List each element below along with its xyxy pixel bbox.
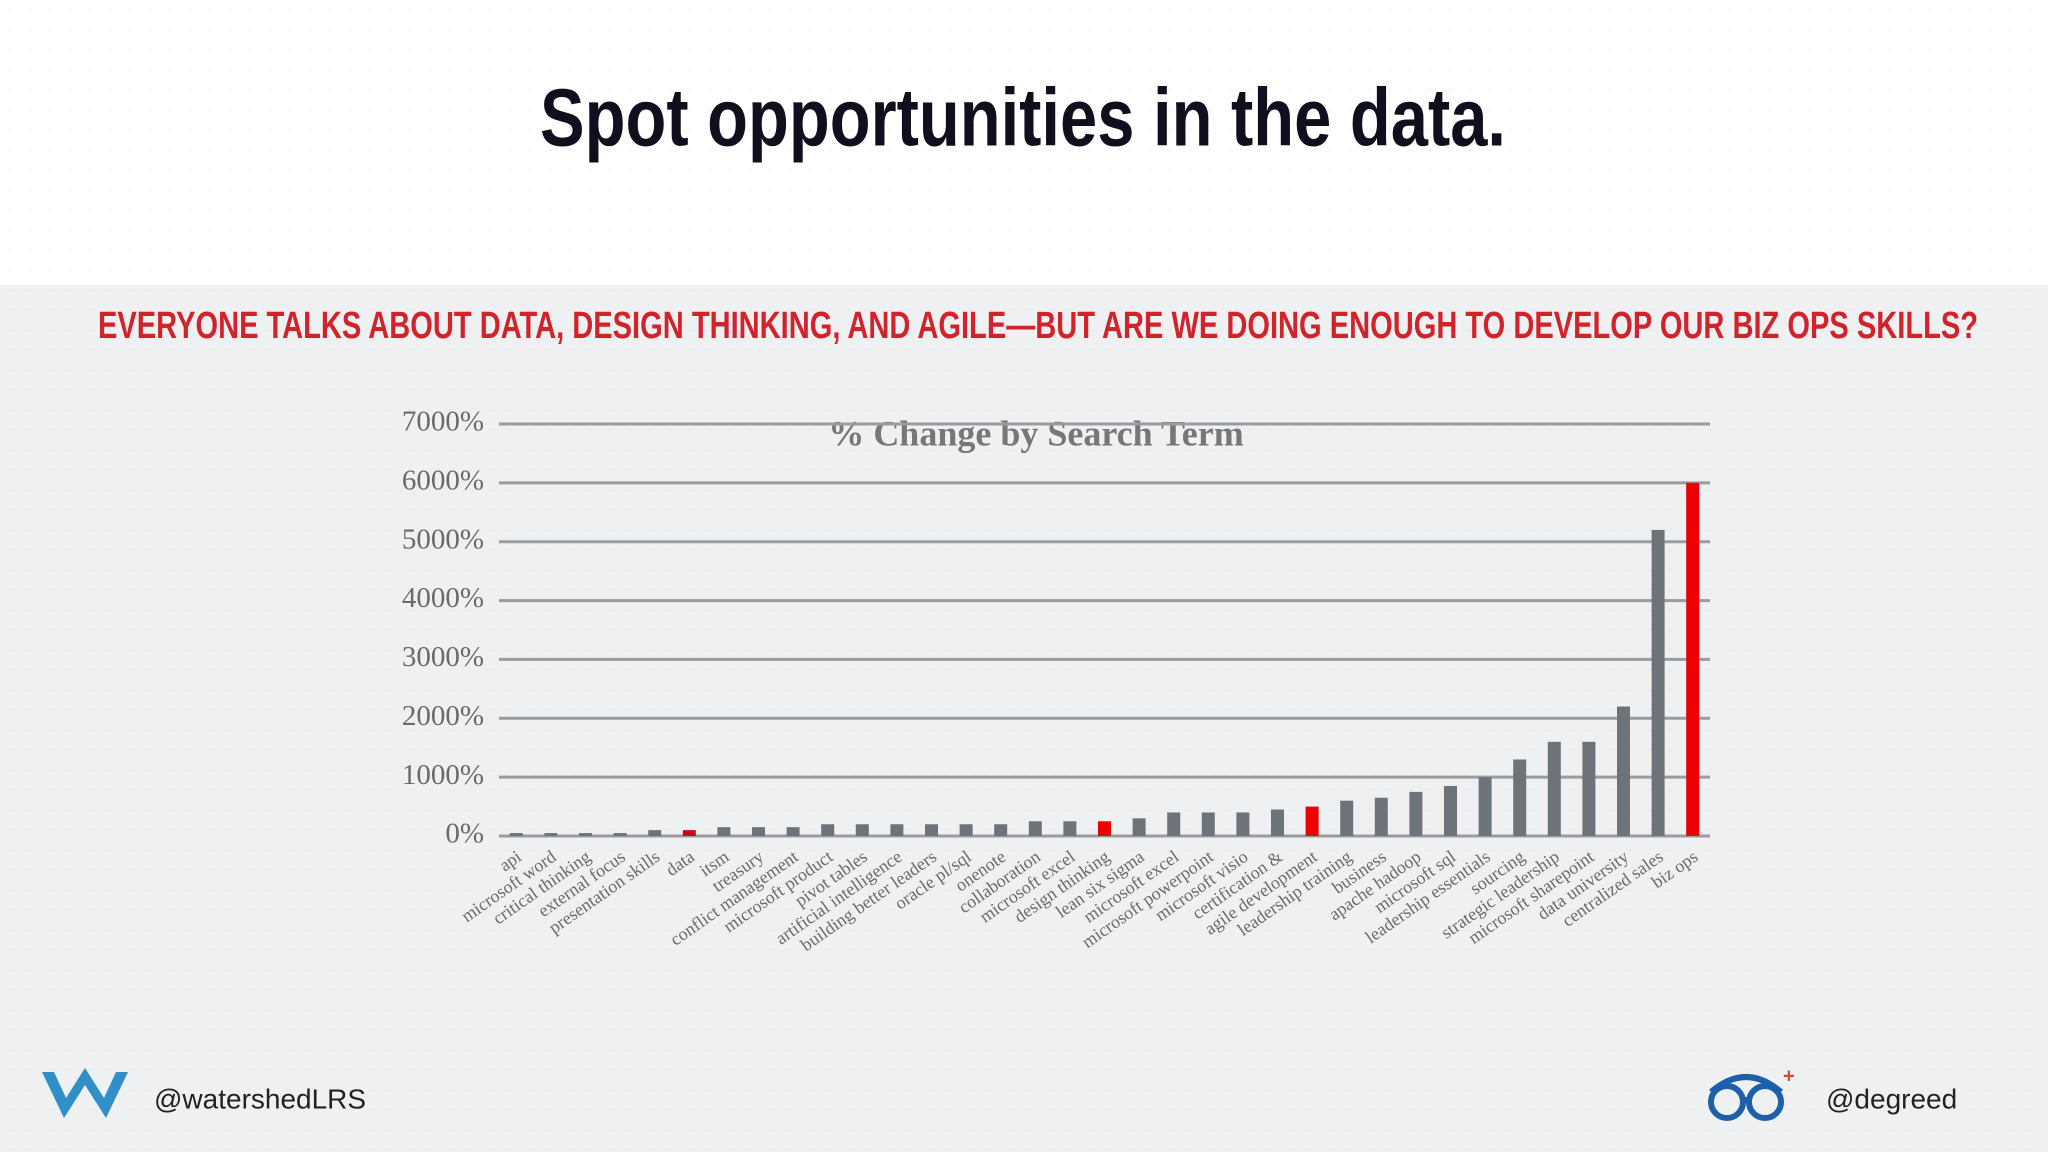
bar [1651, 529, 1665, 836]
y-tick-label: 6000% [402, 465, 484, 497]
degreed-logo [1708, 1074, 1784, 1121]
y-tick-label: 2000% [402, 700, 484, 732]
bar [821, 824, 835, 836]
bar [786, 827, 800, 836]
bar [1028, 821, 1042, 836]
bar [1201, 812, 1215, 836]
bar [1582, 741, 1596, 836]
bar [1374, 797, 1388, 836]
bar [1478, 777, 1492, 836]
chart-title: % Change by Search Term [828, 413, 1243, 453]
bar [1686, 482, 1700, 836]
bar [1305, 806, 1319, 836]
bar [890, 824, 904, 836]
bar [1271, 809, 1284, 836]
bar [613, 833, 627, 836]
bar [1340, 800, 1354, 836]
bar [1063, 821, 1077, 836]
bar [579, 833, 592, 836]
y-tick-label: 5000% [402, 523, 484, 555]
bar [752, 827, 765, 836]
bar [544, 833, 558, 836]
bar [682, 830, 696, 836]
bar [855, 824, 869, 836]
degreed-logo-plus: + [1783, 1065, 1795, 1087]
y-tick-label: 4000% [402, 582, 484, 614]
bar [994, 824, 1008, 836]
y-tick-label: 7000% [402, 406, 484, 438]
bar [1547, 741, 1561, 836]
bar [1236, 812, 1250, 836]
bar [648, 830, 662, 836]
bar [717, 827, 731, 836]
y-tick-label: 1000% [402, 759, 484, 791]
slide-subtitle: EVERYONE TALKS ABOUT DATA, DESIGN THINKI… [98, 305, 1978, 347]
left-handle: @watershedLRS [154, 1083, 366, 1114]
bar [1132, 818, 1146, 836]
bar [959, 824, 973, 836]
bar [1444, 785, 1457, 836]
right-handle: @degreed [1826, 1083, 1957, 1114]
header-pattern [0, 0, 2048, 285]
y-tick-label: 0% [445, 818, 484, 850]
bar [1513, 759, 1527, 836]
bar [1409, 791, 1423, 836]
bar [1617, 706, 1630, 836]
bar [1167, 812, 1181, 836]
slide-title: Spot opportunities in the data. [540, 73, 1506, 164]
bar [925, 824, 938, 836]
y-tick-label: 3000% [402, 641, 484, 673]
bar [509, 833, 523, 836]
bar [1098, 821, 1111, 836]
watershed-logo [42, 1068, 128, 1118]
